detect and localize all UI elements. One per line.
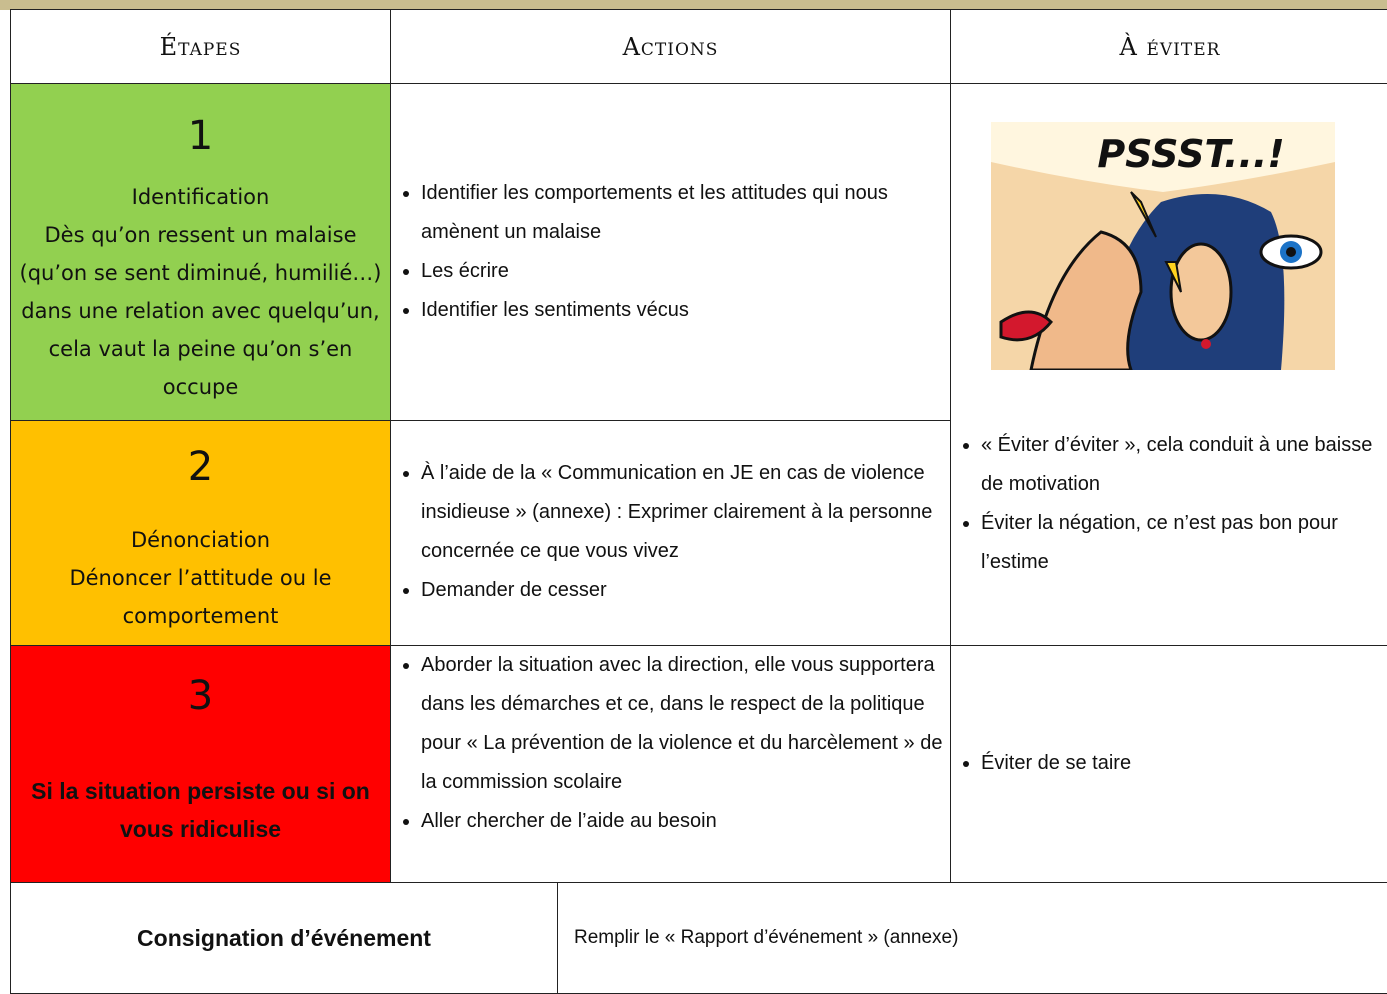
- avoid-list: Éviter de se taire: [951, 744, 1387, 783]
- header-text: Étapes: [159, 32, 242, 61]
- stage-number: 3: [187, 673, 214, 719]
- actions-list: Aborder la situation avec la direction, …: [391, 646, 950, 841]
- footer-label-cell: Consignation d’événement: [10, 882, 558, 994]
- top-band: [0, 0, 1387, 10]
- action-item: Identifier les comportements et les atti…: [421, 174, 950, 252]
- actions-list: Identifier les comportements et les atti…: [391, 174, 950, 330]
- avoid-item: Éviter la négation, ce n’est pas bon pou…: [981, 504, 1387, 582]
- footer-label: Consignation d’événement: [137, 924, 431, 951]
- hand: [1029, 230, 1143, 370]
- action-item: Demander de cesser: [421, 571, 950, 610]
- lips: [999, 310, 1054, 342]
- avoid-item: « Éviter d’éviter », cela conduit à une …: [981, 426, 1387, 504]
- action-item: Identifier les sentiments vécus: [421, 291, 950, 330]
- stage-description: Dénoncer l’attitude ou le comportement: [69, 566, 332, 628]
- stage-cell: 3 Si la situation persiste ou si on vous…: [10, 645, 391, 883]
- actions-list: À l’aide de la « Communication en JE en …: [391, 454, 950, 610]
- action-item: À l’aide de la « Communication en JE en …: [421, 454, 950, 571]
- header-cell: À éviter: [950, 9, 1387, 84]
- action-item: Aborder la situation avec la direction, …: [421, 646, 950, 802]
- pupil: [1286, 247, 1296, 257]
- whisper-illustration: PSSST...!: [991, 122, 1335, 370]
- stage-number: 1: [187, 113, 214, 159]
- footer-text-cell: Remplir le « Rapport d’événement » (anne…: [557, 882, 1387, 994]
- actions-cell: À l’aide de la « Communication en JE en …: [390, 420, 951, 646]
- action-item: Aller chercher de l’aide au besoin: [421, 802, 950, 841]
- speech-bubble: [991, 122, 1335, 192]
- header-text: À éviter: [1119, 32, 1221, 61]
- stage-description: Dès qu’on ressent un malaise (qu’on se s…: [19, 223, 382, 399]
- stage-cell: 1 Identification Dès qu’on ressent un ma…: [10, 83, 391, 421]
- avoid-item: Éviter de se taire: [981, 744, 1387, 783]
- earring: [1201, 339, 1211, 349]
- stage-title: Dénonciation: [130, 528, 271, 552]
- stage-description: Si la situation persiste ou si on vous r…: [31, 778, 370, 842]
- actions-cell: Identifier les comportements et les atti…: [390, 83, 951, 421]
- stage-title: Identification: [131, 185, 270, 209]
- actions-cell: Aborder la situation avec la direction, …: [390, 645, 951, 883]
- header-cell: Actions: [390, 9, 951, 84]
- avoid-cell: Éviter de se taire: [950, 645, 1387, 883]
- header-cell: Étapes: [10, 9, 391, 84]
- avoid-list: « Éviter d’éviter », cela conduit à une …: [951, 426, 1387, 582]
- bubble-text: PSSST...!: [1097, 132, 1284, 176]
- footer-text: Remplir le « Rapport d’événement » (anne…: [574, 927, 959, 948]
- stage-cell: 2 Dénonciation Dénoncer l’attitude ou le…: [10, 420, 391, 646]
- avoid-cell: PSSST...! « Éviter d’éviter », cela cond…: [950, 83, 1387, 646]
- action-item: Les écrire: [421, 252, 950, 291]
- header-text: Actions: [622, 32, 719, 61]
- sound-lines: [1130, 191, 1182, 293]
- stage-number: 2: [187, 444, 214, 490]
- ear: [1169, 242, 1233, 342]
